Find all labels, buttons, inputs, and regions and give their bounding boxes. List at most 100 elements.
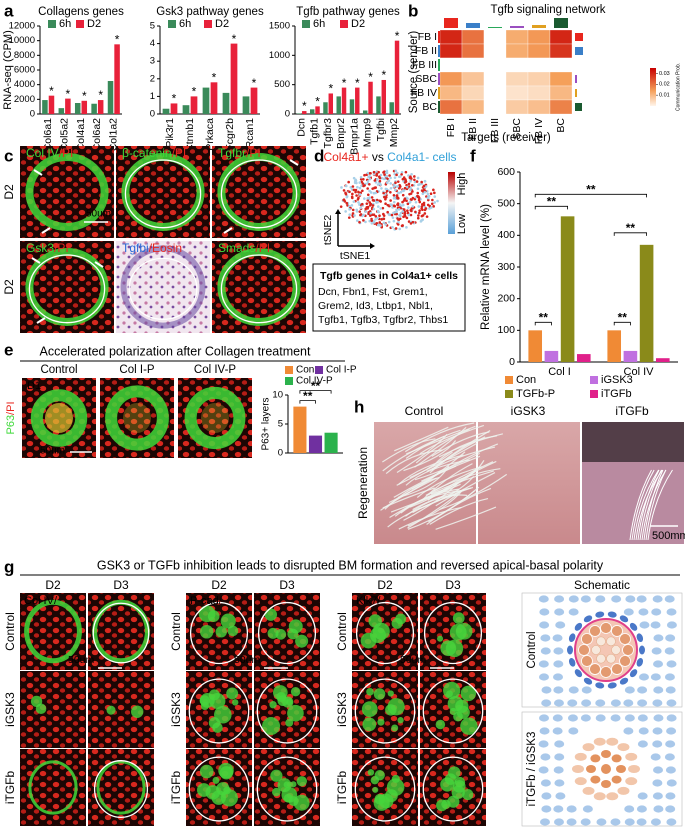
tsne-point bbox=[405, 216, 409, 220]
green-signal bbox=[372, 786, 379, 793]
tsne-point bbox=[401, 210, 405, 213]
photo-shadow bbox=[582, 422, 684, 462]
tsne-point bbox=[354, 188, 358, 192]
tsne-point bbox=[405, 226, 408, 229]
tsne-point bbox=[408, 176, 412, 180]
tsne-point bbox=[389, 190, 392, 194]
tsne-point bbox=[342, 189, 346, 192]
x-tick-label: Col5a2 bbox=[58, 118, 70, 151]
tsne-point bbox=[384, 171, 388, 175]
schematic-cell bbox=[637, 686, 648, 694]
schematic-cell bbox=[580, 714, 591, 722]
scale-bar-label: 50um bbox=[86, 209, 111, 220]
micrograph bbox=[116, 146, 210, 238]
significance-bracket bbox=[299, 400, 316, 404]
tsne-point bbox=[358, 203, 361, 206]
tsne-point bbox=[402, 176, 406, 179]
schematic-cell bbox=[566, 818, 577, 826]
green-signal bbox=[377, 718, 385, 726]
heatmap-cell bbox=[527, 71, 551, 87]
tsne-point bbox=[378, 199, 382, 203]
row-label: Control bbox=[169, 612, 183, 651]
significance-label: ** bbox=[547, 195, 557, 209]
tsne-point bbox=[433, 191, 436, 195]
green-signal bbox=[296, 776, 308, 787]
tsne-point bbox=[374, 215, 378, 218]
significance-bracket bbox=[299, 390, 332, 394]
panel-label: b bbox=[408, 1, 418, 20]
legend-label: Con bbox=[516, 374, 536, 386]
bar bbox=[114, 44, 120, 115]
schematic-cell bbox=[590, 775, 601, 784]
hair bbox=[406, 425, 476, 455]
schematic-cell bbox=[610, 818, 621, 826]
schematic-cell bbox=[539, 727, 550, 735]
tsne-point bbox=[340, 186, 343, 189]
schematic-cell bbox=[554, 779, 565, 787]
label-part: Col4a1+ bbox=[323, 150, 368, 164]
tsne-point bbox=[406, 211, 410, 215]
legend-label: D2 bbox=[215, 18, 229, 30]
significance-bracket bbox=[534, 321, 552, 326]
tsne-point bbox=[369, 171, 372, 175]
green-signal bbox=[462, 789, 474, 801]
tsne-point bbox=[372, 199, 376, 202]
legend-swatch bbox=[285, 377, 293, 385]
schematic-cell bbox=[552, 714, 563, 722]
schematic-cell bbox=[666, 699, 677, 707]
micrograph bbox=[20, 241, 114, 333]
tsne-point bbox=[358, 193, 362, 196]
tsne-point bbox=[376, 223, 380, 227]
hair bbox=[405, 429, 461, 459]
row-color-marker bbox=[438, 31, 440, 43]
green-signal bbox=[293, 794, 310, 811]
schematic-cell bbox=[619, 615, 629, 623]
schematic-cell bbox=[540, 779, 551, 787]
tsne-point bbox=[430, 202, 434, 206]
row-label: iTGFb bbox=[3, 771, 17, 805]
tsne-point bbox=[421, 214, 425, 217]
y-tick-label: 5 bbox=[150, 21, 155, 32]
significance-star: * bbox=[66, 87, 71, 101]
schematic-cell bbox=[538, 766, 549, 774]
green-signal bbox=[105, 385, 169, 451]
bar bbox=[296, 113, 302, 114]
tsne-point bbox=[397, 220, 400, 224]
schematic-cell bbox=[623, 699, 634, 707]
tsne-point bbox=[388, 213, 391, 217]
micrograph bbox=[254, 671, 320, 748]
tsne-point bbox=[382, 217, 386, 221]
green-signal bbox=[368, 614, 382, 628]
schematic-cell bbox=[664, 673, 675, 681]
hair bbox=[432, 435, 498, 467]
row-color-marker bbox=[438, 101, 440, 113]
tsne-point bbox=[372, 172, 376, 176]
tsne-point bbox=[377, 175, 381, 179]
tsne-point bbox=[392, 185, 396, 188]
legend-swatch bbox=[590, 376, 598, 384]
day-label: D3 bbox=[113, 578, 129, 592]
row-color-marker bbox=[438, 87, 440, 99]
label-part: Smads bbox=[218, 241, 255, 255]
schematic-cell bbox=[665, 792, 676, 800]
schematic-cell bbox=[595, 682, 605, 689]
x-tick-label: Mmp2 bbox=[388, 118, 400, 147]
colorbar-tick-label: 0.02 bbox=[659, 82, 670, 88]
schematic-cell bbox=[638, 673, 649, 681]
schematic-cell bbox=[653, 634, 664, 642]
tsne-point bbox=[425, 189, 429, 193]
schematic-cell bbox=[574, 777, 587, 786]
bar bbox=[368, 81, 373, 114]
heatmap-cell bbox=[461, 43, 485, 59]
tsne-point bbox=[419, 220, 423, 223]
tsne-point bbox=[406, 209, 409, 213]
hair bbox=[637, 469, 660, 541]
heatmap-cell bbox=[483, 71, 507, 87]
schematic-cell bbox=[650, 753, 661, 761]
hair bbox=[404, 422, 475, 453]
schematic-cell bbox=[593, 737, 606, 746]
schematic-cell bbox=[628, 765, 640, 773]
green-signal bbox=[452, 612, 465, 624]
tsne-point bbox=[369, 191, 373, 194]
y-tick-label: 12000 bbox=[9, 21, 35, 32]
